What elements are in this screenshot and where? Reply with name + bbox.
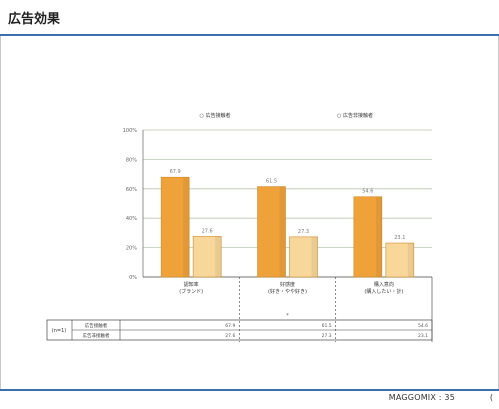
table-row-label: 広告接触者	[85, 322, 108, 329]
page-title: 広告効果	[8, 12, 61, 27]
footer-bar	[0, 389, 499, 409]
legend-entry: ○ 広告接触者	[200, 112, 231, 119]
category-sublabel: (好き・やや好き)	[268, 288, 307, 295]
bar-shade	[407, 243, 414, 277]
table-header: (n=1)	[52, 328, 66, 334]
header-bar: 広告効果	[0, 0, 499, 36]
category-sublabel: (購入したい・計)	[364, 288, 403, 295]
table-cell: 67.9	[225, 323, 235, 329]
category-label: 購入意向	[374, 281, 394, 288]
table-note: *	[286, 313, 289, 319]
footer-text: MAGGOMIX : 35	[388, 393, 455, 402]
table-cell: 27.6	[225, 333, 235, 339]
category-label: 好感度	[280, 281, 295, 288]
data-label: 54.6	[362, 189, 373, 195]
bar-shade	[375, 196, 382, 277]
table-cell: 54.6	[418, 323, 428, 329]
y-tick-label: 100%	[123, 128, 138, 134]
data-label: 27.3	[298, 229, 309, 235]
bar	[289, 236, 318, 278]
bar-shade	[279, 186, 286, 277]
footer-edge-text: (	[489, 393, 493, 402]
data-label: 61.5	[266, 179, 277, 185]
y-tick-label: 20%	[126, 246, 137, 252]
bar	[160, 176, 190, 278]
table-cell: 27.3	[322, 333, 332, 339]
category-sublabel: (ブランド)	[179, 288, 203, 295]
table-cell: 61.5	[322, 323, 332, 329]
bar-shade	[215, 236, 222, 277]
bar	[257, 186, 286, 278]
category-label: 認知率	[184, 281, 199, 288]
y-tick-label: 40%	[126, 216, 137, 222]
bar-shade	[311, 236, 318, 277]
data-label: 27.6	[202, 228, 213, 234]
legend-entry: ○ 広告非接触者	[337, 112, 373, 119]
bar-shade	[183, 177, 190, 277]
table-row-label: 広告非接触者	[83, 332, 110, 339]
bar	[385, 242, 415, 278]
data-label: 23.1	[394, 235, 405, 241]
table-cell: 23.1	[418, 333, 428, 339]
y-tick-label: 0%	[129, 275, 137, 281]
bar	[192, 236, 222, 278]
y-tick-label: 80%	[126, 157, 137, 163]
data-label: 67.9	[170, 169, 181, 175]
bar	[353, 196, 383, 278]
y-tick-label: 60%	[126, 187, 137, 193]
